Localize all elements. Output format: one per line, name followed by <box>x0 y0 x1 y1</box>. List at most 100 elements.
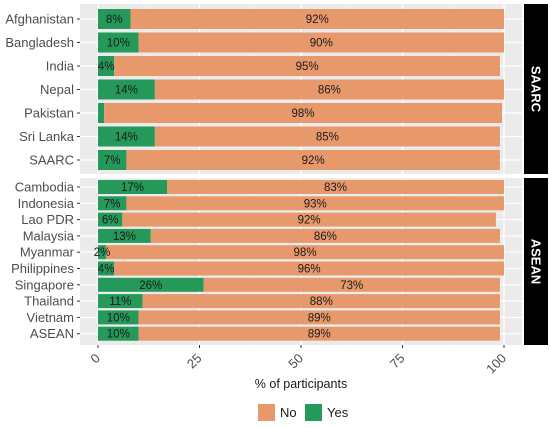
legend-label-no: No <box>280 405 297 420</box>
bar-no-indonesia <box>126 196 505 211</box>
bar-no-singapore <box>203 277 500 292</box>
bar-no-nepal <box>154 79 504 100</box>
facet-strip-label: ASEAN <box>529 239 544 285</box>
bar-no-pakistan <box>104 103 502 123</box>
bar-yes-india <box>98 56 115 76</box>
bar-yes-pakistan <box>98 103 105 123</box>
x-tick-label: 25 <box>184 351 205 372</box>
value-label-no-indonesia: 93% <box>304 198 327 210</box>
facet-strip-label: SAARC <box>529 66 544 113</box>
x-tick-label: 50 <box>285 351 306 372</box>
category-label-india: India <box>46 59 75 74</box>
bar-yes-lao-pdr <box>98 212 123 227</box>
bar-no-india <box>114 56 500 76</box>
bar-no-philippines <box>114 261 505 276</box>
x-tick-label: 0 <box>87 351 103 367</box>
bar-yes-afghanistan <box>98 9 131 29</box>
value-label-yes-myanmar: 2% <box>94 247 111 259</box>
value-label-yes-asean: 10% <box>107 329 130 341</box>
value-label-no-saarc: 92% <box>302 155 325 167</box>
panel-saarc: Afghanistan 8% 92% Bangladesh 10% 90% India 4% 9… <box>5 4 548 174</box>
facet-strip <box>524 178 548 345</box>
bar-yes-asean <box>98 326 139 341</box>
bar-yes-singapore <box>98 277 204 292</box>
value-label-no-afghanistan: 92% <box>306 14 329 26</box>
category-label-afghanistan: Afghanistan <box>5 12 74 27</box>
legend-key-yes <box>305 404 322 421</box>
legend-label-yes: Yes <box>327 405 349 420</box>
value-label-no-myanmar: 98% <box>294 247 317 259</box>
bar-no-malaysia <box>150 228 500 243</box>
bar-no-asean <box>138 326 500 341</box>
value-label-no-thailand: 88% <box>310 296 333 308</box>
bar-yes-philippines <box>98 261 115 276</box>
category-label-nepal: Nepal <box>40 82 74 97</box>
value-label-yes-afghanistan: 8% <box>106 14 123 26</box>
category-label-lao-pdr: Lao PDR <box>21 212 74 227</box>
legend: No Yes <box>258 404 349 421</box>
category-label-saarc: SAARC <box>29 153 74 168</box>
value-label-no-malaysia: 86% <box>314 231 337 243</box>
bar-no-sri-lanka <box>154 126 500 147</box>
panel-asean: Cambodia 17% 83% Indonesia 7% 93% Lao PDR 6% 92%… <box>11 178 548 345</box>
category-label-malaysia: Malaysia <box>23 228 75 243</box>
bar-no-bangladesh <box>138 32 504 53</box>
bar-no-saarc <box>126 150 500 170</box>
category-label-cambodia: Cambodia <box>15 180 75 195</box>
value-label-no-india: 95% <box>296 61 319 73</box>
bar-yes-thailand <box>98 294 143 309</box>
value-label-no-vietnam: 89% <box>308 312 331 324</box>
bar-yes-vietnam <box>98 310 139 325</box>
legend-key-no <box>258 404 275 421</box>
value-label-no-singapore: 73% <box>340 280 363 292</box>
value-label-no-nepal: 86% <box>318 85 341 97</box>
bar-yes-bangladesh <box>98 32 139 53</box>
bar-no-myanmar <box>106 245 505 260</box>
value-label-yes-sri-lanka: 14% <box>115 132 138 144</box>
x-axis-title: % of participants <box>255 377 347 391</box>
bar-yes-cambodia <box>98 180 168 194</box>
x-tick-label: 75 <box>387 351 408 372</box>
category-label-vietnam: Vietnam <box>27 310 74 325</box>
value-label-no-bangladesh: 90% <box>310 38 333 50</box>
value-label-yes-saarc: 7% <box>104 155 121 167</box>
bar-yes-saarc <box>98 150 127 170</box>
category-label-pakistan: Pakistan <box>24 106 74 121</box>
category-label-myanmar: Myanmar <box>20 245 75 260</box>
value-label-yes-singapore: 26% <box>139 280 162 292</box>
value-label-yes-bangladesh: 10% <box>107 38 130 50</box>
bar-no-afghanistan <box>130 9 505 29</box>
bar-yes-myanmar <box>98 245 107 260</box>
value-label-no-asean: 89% <box>308 329 331 341</box>
value-label-no-lao-pdr: 92% <box>298 215 321 227</box>
bar-no-cambodia <box>167 180 504 194</box>
bar-yes-sri-lanka <box>98 126 155 147</box>
value-label-yes-philippines: 4% <box>98 264 115 276</box>
value-label-no-sri-lanka: 85% <box>316 132 339 144</box>
bar-yes-nepal <box>98 79 155 100</box>
value-label-yes-nepal: 14% <box>115 85 138 97</box>
value-label-no-philippines: 96% <box>298 264 321 276</box>
category-label-singapore: Singapore <box>15 277 74 292</box>
value-label-yes-thailand: 11% <box>109 296 131 308</box>
value-label-yes-lao-pdr: 6% <box>102 215 119 227</box>
category-label-philippines: Philippines <box>11 261 74 276</box>
value-label-yes-vietnam: 10% <box>107 312 130 324</box>
facet-strip <box>524 4 548 174</box>
category-label-thailand: Thailand <box>24 294 74 309</box>
category-label-asean: ASEAN <box>30 326 74 341</box>
category-label-indonesia: Indonesia <box>18 196 75 211</box>
category-label-bangladesh: Bangladesh <box>5 35 74 50</box>
value-label-yes-indonesia: 7% <box>104 198 121 210</box>
value-label-no-cambodia: 83% <box>324 182 347 194</box>
bar-no-vietnam <box>138 310 500 325</box>
bar-yes-indonesia <box>98 196 127 211</box>
x-tick-label: 100 <box>483 351 509 377</box>
value-label-yes-malaysia: 13% <box>113 231 136 243</box>
bar-yes-malaysia <box>98 228 151 243</box>
bar-no-thailand <box>142 294 500 309</box>
value-label-yes-india: 4% <box>98 61 115 73</box>
value-label-no-pakistan: 98% <box>292 108 315 120</box>
bar-no-lao-pdr <box>122 212 496 227</box>
